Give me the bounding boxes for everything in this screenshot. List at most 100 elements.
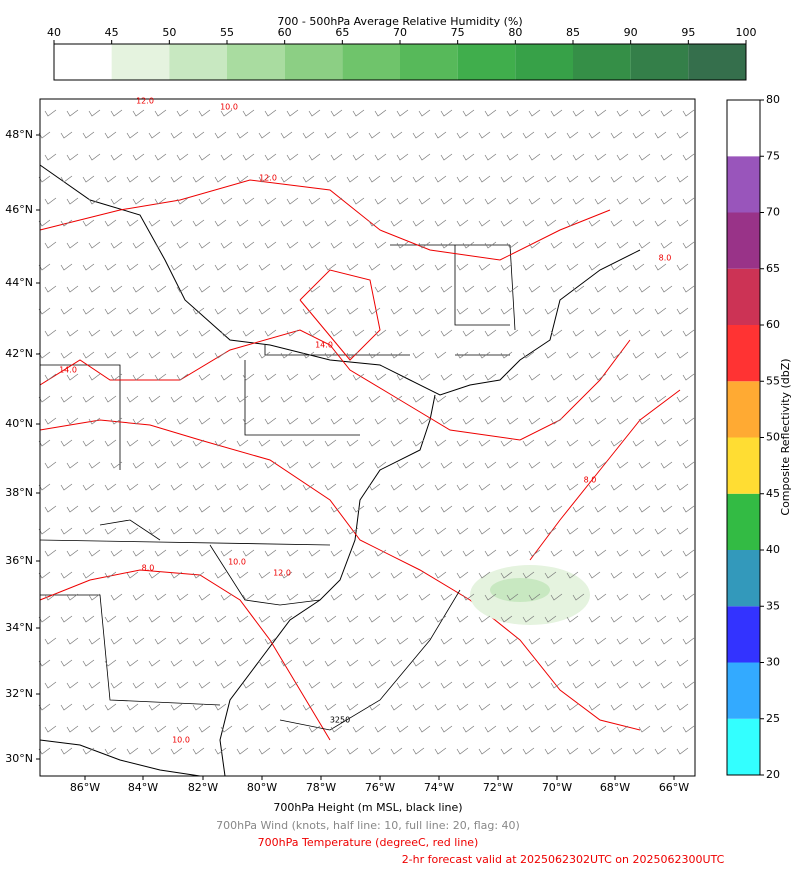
wind-barb <box>44 593 57 601</box>
wind-barb <box>82 219 95 227</box>
wind-barb <box>654 571 667 579</box>
height-contours <box>99 519 461 731</box>
wind-barb <box>198 505 211 513</box>
wind-barb <box>594 329 607 337</box>
wind-barb <box>198 725 211 733</box>
wind-barb <box>330 329 343 337</box>
wind-barb <box>154 329 167 337</box>
wind-barb <box>462 681 475 689</box>
wind-barb <box>418 461 431 469</box>
reflectivity-color-segment <box>727 381 760 438</box>
wind-barb <box>368 703 381 711</box>
wind-barb <box>478 571 491 579</box>
wind-barb <box>462 197 475 205</box>
wind-barb <box>660 637 673 645</box>
wind-barb <box>126 747 139 755</box>
wind-barb <box>412 219 425 227</box>
humidity-tick-label: 100 <box>736 26 757 39</box>
wind-barb <box>374 637 387 645</box>
contour-label: 8.0 <box>659 254 672 263</box>
wind-barb <box>198 461 211 469</box>
wind-barb <box>544 571 557 579</box>
wind-barb <box>110 373 123 381</box>
lon-label: 82°W <box>188 781 218 794</box>
wind-barb <box>352 593 365 601</box>
wind-barb <box>330 637 343 645</box>
wind-barb <box>220 373 233 381</box>
wind-barb <box>418 285 431 293</box>
wind-barb <box>148 527 161 535</box>
wind-barb <box>264 373 277 381</box>
wind-barb <box>220 109 233 117</box>
wind-barb <box>66 197 79 205</box>
wind-barb <box>324 483 337 491</box>
wind-barb <box>396 241 409 249</box>
wind-barb <box>286 153 299 161</box>
humidity-color-segment <box>342 44 400 80</box>
wind-barb <box>154 241 167 249</box>
wind-barb <box>44 373 57 381</box>
wind-barb <box>110 681 123 689</box>
wind-barb <box>594 461 607 469</box>
wind-barb <box>126 395 139 403</box>
wind-barb <box>418 505 431 513</box>
wind-barb <box>242 549 255 557</box>
wind-barb <box>638 153 651 161</box>
wind-barb <box>676 351 689 359</box>
wind-barb <box>286 461 299 469</box>
wind-barb <box>280 615 293 623</box>
wind-barb <box>440 197 453 205</box>
wind-barb <box>484 373 497 381</box>
lat-label: 32°N <box>5 687 33 700</box>
wind-barb <box>594 153 607 161</box>
wind-barb <box>236 527 249 535</box>
wind-barb <box>324 219 337 227</box>
wind-barb <box>242 109 255 117</box>
lat-label: 40°N <box>5 417 33 430</box>
wind-barb <box>264 329 277 337</box>
wind-barb <box>456 439 469 447</box>
wind-barb <box>242 241 255 249</box>
wind-barb <box>374 725 387 733</box>
wind-barb <box>66 329 79 337</box>
wind-barb <box>616 681 629 689</box>
wind-barb <box>220 593 233 601</box>
lat-label: 44°N <box>5 276 33 289</box>
wind-barb <box>390 307 403 315</box>
wind-barb <box>572 505 585 513</box>
wind-barb <box>154 637 167 645</box>
wind-barb <box>88 153 101 161</box>
wind-barb <box>330 417 343 425</box>
wind-barb <box>434 219 447 227</box>
wind-barb <box>588 263 601 271</box>
wind-barb <box>88 593 101 601</box>
wind-barb <box>302 175 315 183</box>
wind-barb <box>676 263 689 271</box>
wind-barb <box>82 659 95 667</box>
wind-barb <box>308 109 321 117</box>
wind-barb <box>418 637 431 645</box>
wind-barb <box>148 659 161 667</box>
wind-barb <box>66 725 79 733</box>
wind-barb <box>462 417 475 425</box>
wind-barb <box>220 417 233 425</box>
wind-barb <box>676 307 689 315</box>
wind-barb <box>280 439 293 447</box>
wind-barb <box>148 571 161 579</box>
wind-barb <box>302 439 315 447</box>
wind-barb <box>638 329 651 337</box>
wind-barb <box>110 593 123 601</box>
wind-barb <box>440 241 453 249</box>
wind-barb <box>616 241 629 249</box>
lon-label: 70°W <box>542 781 572 794</box>
wind-barb <box>660 109 673 117</box>
wind-barb <box>544 307 557 315</box>
wind-barb <box>302 703 315 711</box>
wind-barb <box>566 747 579 755</box>
wind-barb <box>654 351 667 359</box>
wind-barb <box>60 659 73 667</box>
wind-barb <box>544 483 557 491</box>
wind-barb <box>346 263 359 271</box>
wind-barb <box>550 725 563 733</box>
wind-barb <box>236 703 249 711</box>
